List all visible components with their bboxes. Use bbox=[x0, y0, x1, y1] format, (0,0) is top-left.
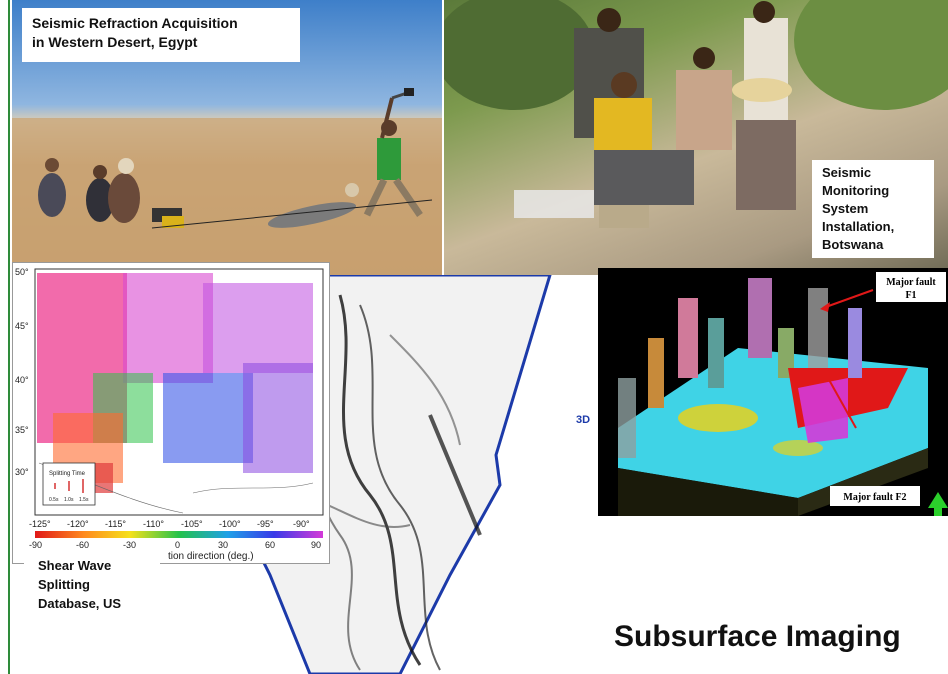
desert-caption-line-2: in Western Desert, Egypt bbox=[32, 34, 198, 50]
splitting-legend-item-2: 1.0s bbox=[64, 497, 74, 503]
desert-caption: Seismic Refraction Acquisition in Wester… bbox=[22, 8, 300, 62]
botswana-caption: Seismic Monitoring System Installation, … bbox=[812, 160, 934, 258]
lat-tick-50: 50° bbox=[15, 267, 29, 277]
cbar-tick-minus-30: -30 bbox=[123, 540, 136, 550]
lon-tick-115: -115° bbox=[105, 519, 126, 529]
splitting-legend-title: Splitting Time bbox=[49, 471, 86, 477]
lon-tick-90: -90° bbox=[293, 519, 310, 529]
lon-tick-95: -95° bbox=[257, 519, 274, 529]
major-fault-f1-label-line-1: Major fault bbox=[886, 277, 936, 288]
cbar-tick-90: 90 bbox=[311, 540, 321, 550]
shear-caption-line-2: Splitting bbox=[38, 577, 90, 592]
colorbar-label: tion direction (deg.) bbox=[168, 551, 254, 562]
botswana-caption-line-4: Installation, bbox=[822, 219, 895, 234]
lon-tick-125: -125° bbox=[29, 519, 51, 529]
botswana-caption-line-5: Botswana bbox=[822, 237, 884, 252]
splitting-legend-item-1: 0.5s bbox=[49, 497, 59, 503]
fault-model-scene: Major fault F1 Major fault F2 bbox=[618, 272, 948, 516]
lat-tick-30: 30° bbox=[15, 467, 29, 477]
shear-caption-line-3: Database, US bbox=[38, 596, 122, 611]
shear-wave-splitting-map: Splitting Time 0.5s 1.0s 1.5s 50° 45° 40… bbox=[12, 262, 330, 564]
direction-colorbar bbox=[35, 531, 323, 538]
splitting-map-plot: Splitting Time 0.5s 1.0s 1.5s 50° 45° 40… bbox=[15, 267, 324, 550]
lat-tick-35: 35° bbox=[15, 425, 29, 435]
cbar-tick-minus-60: -60 bbox=[76, 540, 89, 550]
botswana-caption-line-1: Seismic bbox=[822, 165, 872, 180]
seismic-3d-label: 3D bbox=[576, 414, 590, 426]
lon-tick-120: -120° bbox=[67, 519, 89, 529]
3d-fault-model-image: Major fault F1 Major fault F2 bbox=[598, 268, 948, 516]
cbar-tick-0: 0 bbox=[175, 540, 180, 550]
botswana-caption-line-3: System bbox=[822, 201, 869, 216]
north-arrow-icon bbox=[928, 492, 948, 516]
slide-left-rule bbox=[8, 0, 10, 674]
major-fault-f1-label-line-2: F1 bbox=[905, 290, 916, 301]
botswana-scene bbox=[444, 0, 948, 228]
splitting-legend-item-3: 1.5s bbox=[79, 497, 89, 503]
major-fault-f2-label: Major fault F2 bbox=[843, 492, 906, 503]
desert-scene bbox=[12, 88, 442, 275]
lon-tick-110: -110° bbox=[143, 519, 164, 529]
lat-tick-45: 45° bbox=[15, 321, 29, 331]
desert-caption-line-1: Seismic Refraction Acquisition bbox=[32, 15, 238, 31]
slide-title: Subsurface Imaging bbox=[614, 620, 901, 653]
cbar-tick-60: 60 bbox=[265, 540, 275, 550]
botswana-caption-line-2: Monitoring bbox=[822, 183, 890, 198]
cbar-tick-minus-90: -90 bbox=[29, 540, 42, 550]
lon-tick-105: -105° bbox=[181, 519, 203, 529]
lat-tick-40: 40° bbox=[15, 375, 29, 385]
shear-wave-caption: Shear Wave Splitting Database, US bbox=[24, 552, 160, 618]
lon-tick-100: -100° bbox=[219, 519, 241, 529]
cbar-tick-30: 30 bbox=[218, 540, 228, 550]
shear-caption-line-1: Shear Wave bbox=[38, 558, 112, 573]
